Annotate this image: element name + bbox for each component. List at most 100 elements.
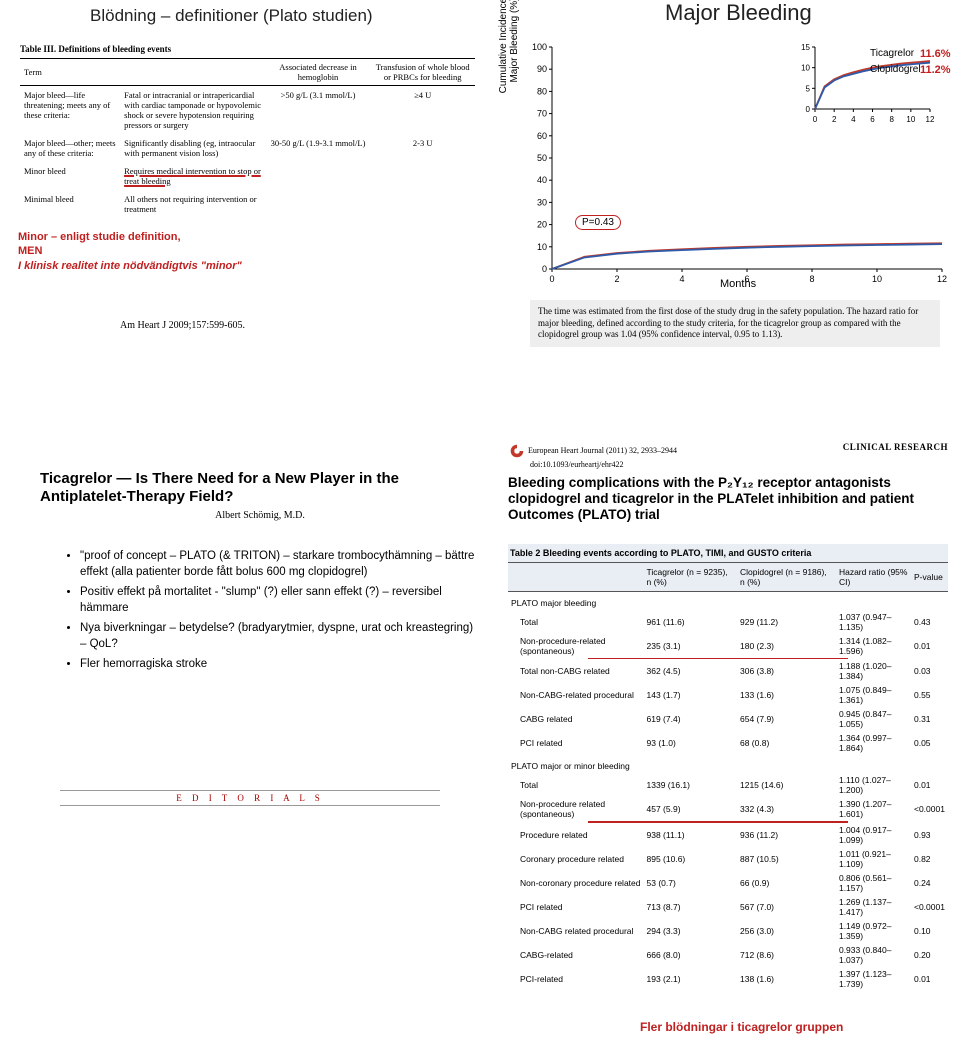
t2-cell: 193 (2.1) [644, 967, 737, 991]
t2-cell: 0.55 [911, 683, 948, 707]
bullet-item: "proof of concept – PLATO (& TRITON) – s… [80, 549, 480, 580]
slide2-left-col: Ticagrelor — Is There Need for a New Pla… [40, 470, 480, 684]
bullet-item: Nya biverkningar – betydelse? (bradyaryt… [80, 621, 480, 652]
t2-header: Hazard ratio (95% CI) [836, 562, 911, 591]
t2-cell: 0.20 [911, 943, 948, 967]
t2-cell: 138 (1.6) [737, 967, 836, 991]
pct-ticagrelor: 11.6% [920, 48, 951, 60]
t2-cell: 0.82 [911, 847, 948, 871]
defs-cell [370, 190, 475, 218]
t2-cell: 1.364 (0.997–1.864) [836, 731, 911, 755]
t2-cell: CABG-related [508, 943, 644, 967]
t2-cell: 306 (3.8) [737, 659, 836, 683]
t2-cell: 256 (3.0) [737, 919, 836, 943]
bullet-item: Fler hemorragiska stroke [80, 657, 480, 673]
definitions-table: Table III. Definitions of bleeding event… [20, 44, 475, 218]
defs-cell: Significantly disabling (eg, intraocular… [120, 134, 266, 162]
svg-text:10: 10 [872, 274, 882, 284]
defs-cell [266, 162, 371, 190]
t2-cell: 180 (2.3) [737, 634, 836, 658]
t2-cell: Total non-CABG related [508, 659, 644, 683]
svg-text:70: 70 [537, 109, 547, 119]
t2-cell: 0.933 (0.840–1.037) [836, 943, 911, 967]
t2-cell: Non-coronary procedure related [508, 871, 644, 895]
t2-cell: 619 (7.4) [644, 707, 737, 731]
svg-text:8: 8 [809, 274, 814, 284]
editorials-label: E D I T O R I A L S [60, 790, 440, 806]
defs-cell: Major bleed—other; meets any of these cr… [20, 134, 120, 162]
slide-2: Ticagrelor — Is There Need for a New Pla… [0, 420, 960, 1040]
clinical-research-label: CLINICAL RESEARCH [843, 442, 948, 469]
svg-text:80: 80 [537, 86, 547, 96]
t2-cell: 895 (10.6) [644, 847, 737, 871]
major-bleeding-chart: 0102030405060708090100024681012 05101502… [520, 36, 950, 296]
t2-cell: 1.188 (1.020–1.384) [836, 659, 911, 683]
svg-text:10: 10 [801, 64, 810, 73]
t2-cell: 1.110 (1.027–1.200) [836, 773, 911, 797]
pct-clopidogrel: 11.2% [920, 64, 951, 76]
t2-header: Ticagrelor (n = 9235), n (%) [644, 562, 737, 591]
t2-cell: 1.075 (0.849–1.361) [836, 683, 911, 707]
t2-cell: PCI related [508, 895, 644, 919]
t2-cell: 53 (0.7) [644, 871, 737, 895]
t2-cell: Non-procedure related (spontaneous) [508, 797, 644, 821]
slide1-title-right: Major Bleeding [665, 0, 812, 26]
chart-footnote: The time was estimated from the first do… [530, 300, 940, 347]
t2-cell: <0.0001 [911, 797, 948, 821]
bullet-item: Positiv effekt på mortalitet - "slump" (… [80, 585, 480, 616]
svg-text:50: 50 [537, 153, 547, 163]
t2-cell: 0.03 [911, 659, 948, 683]
red-conclusion: Fler blödningar i ticagrelor gruppen [640, 1020, 843, 1034]
t2-cell: 0.806 (0.561–1.157) [836, 871, 911, 895]
svg-text:20: 20 [537, 220, 547, 230]
t2-cell: Non-CABG related procedural [508, 919, 644, 943]
t2-cell: 1.269 (1.137–1.417) [836, 895, 911, 919]
t2-cell: 654 (7.9) [737, 707, 836, 731]
t2-cell: 1.314 (1.082–1.596) [836, 634, 911, 658]
defs-cell: 30-50 g/L (1.9-3.1 mmol/L) [266, 134, 371, 162]
t2-section-label: PLATO major or minor bleeding [508, 755, 948, 773]
svg-text:0: 0 [813, 115, 818, 124]
t2-cell: 1339 (16.1) [644, 773, 737, 797]
t2-cell: 0.05 [911, 731, 948, 755]
svg-text:12: 12 [926, 115, 935, 124]
t2-cell: 1.037 (0.947–1.135) [836, 610, 911, 634]
defs-cell [266, 190, 371, 218]
svg-text:0: 0 [806, 105, 811, 114]
svg-text:0: 0 [549, 274, 554, 284]
defs-cell: All others not requiring intervention or… [120, 190, 266, 218]
ehj-header: European Heart Journal (2011) 32, 2933–2… [508, 442, 948, 469]
t2-cell: 0.01 [911, 634, 948, 658]
th-blank [120, 59, 266, 86]
editorial-author: Albert Schömig, M.D. [40, 510, 480, 521]
t2-cell: 0.01 [911, 773, 948, 797]
svg-text:4: 4 [851, 115, 856, 124]
t2-cell: 713 (8.7) [644, 895, 737, 919]
t2-cell: 235 (3.1) [644, 634, 737, 658]
t2-cell: 929 (11.2) [737, 610, 836, 634]
defs-cell: Major bleed—life threatening; meets any … [20, 86, 120, 135]
svg-text:90: 90 [537, 64, 547, 74]
svg-text:60: 60 [537, 131, 547, 141]
t2-cell: 68 (0.8) [737, 731, 836, 755]
t2-cell: 0.93 [911, 823, 948, 847]
svg-text:6: 6 [870, 115, 875, 124]
t2-cell: 93 (1.0) [644, 731, 737, 755]
t2-cell: Procedure related [508, 823, 644, 847]
svg-text:2: 2 [614, 274, 619, 284]
svg-text:4: 4 [679, 274, 684, 284]
th-term: Term [20, 59, 120, 86]
svg-text:15: 15 [801, 43, 810, 52]
t2-cell: 567 (7.0) [737, 895, 836, 919]
t2-cell: 666 (8.0) [644, 943, 737, 967]
svg-text:12: 12 [937, 274, 947, 284]
p-value-label: P=0.43 [575, 215, 621, 230]
defs-cell [370, 162, 475, 190]
editorial-title: Ticagrelor — Is There Need for a New Pla… [40, 470, 480, 506]
chart-inset: 051015024681012 [783, 41, 938, 131]
t2-cell: 1.004 (0.917–1.099) [836, 823, 911, 847]
svg-text:8: 8 [889, 115, 894, 124]
t2-cell: 0.01 [911, 967, 948, 991]
t2-cell: 887 (10.5) [737, 847, 836, 871]
table2-caption: Table 2 Bleeding events according to PLA… [508, 544, 948, 562]
